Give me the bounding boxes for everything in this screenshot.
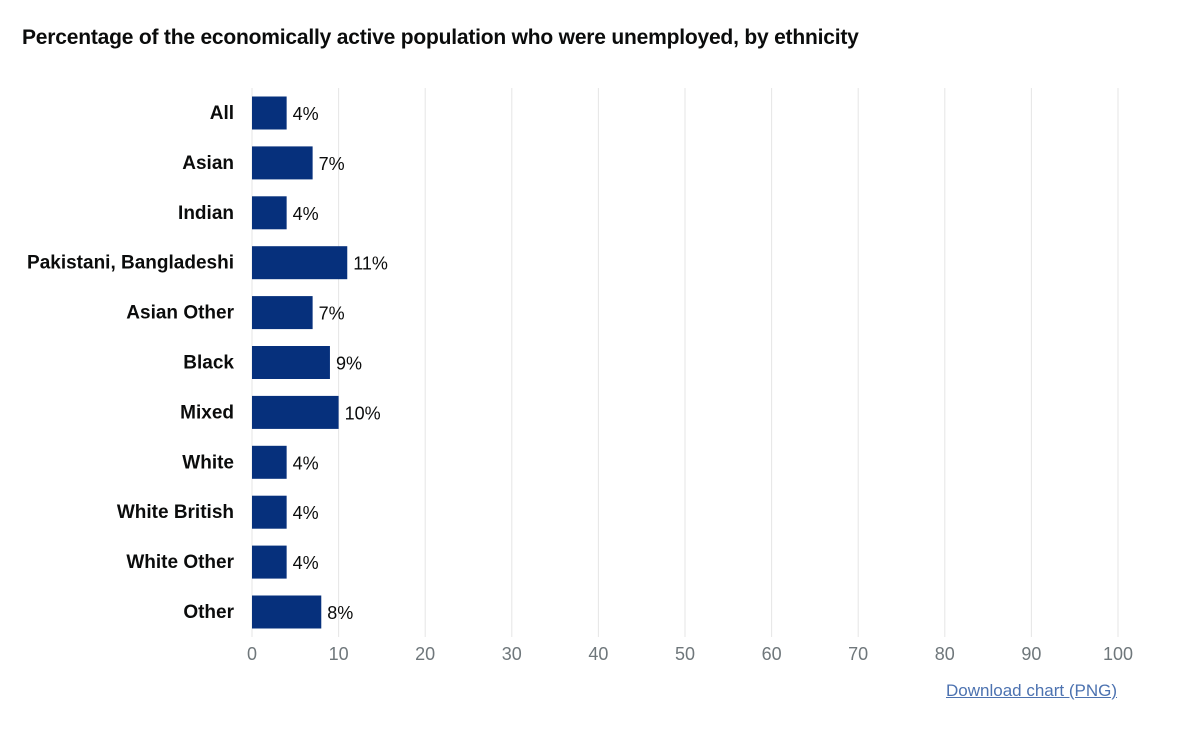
category-label: Indian <box>178 203 234 224</box>
gridlines <box>251 88 1119 637</box>
category-label: Mixed <box>180 402 234 423</box>
data-label: 4% <box>293 553 319 573</box>
x-tick-label: 0 <box>247 644 257 664</box>
x-tick-label: 20 <box>415 644 435 664</box>
bars <box>252 96 348 629</box>
x-tick-label: 30 <box>502 644 522 664</box>
x-tick-label: 100 <box>1103 644 1133 664</box>
category-label: All <box>210 103 234 124</box>
x-tick-label: 90 <box>1021 644 1041 664</box>
data-label: 4% <box>293 503 319 523</box>
download-chart-link[interactable]: Download chart (PNG) <box>946 681 1118 700</box>
bar-pakistani-bangladeshi <box>252 246 348 280</box>
x-tick-label: 80 <box>935 644 955 664</box>
x-axis-ticks: 0 10 20 30 40 50 60 70 80 90 100 <box>247 644 1133 664</box>
data-label: 9% <box>336 354 362 374</box>
data-label: 4% <box>293 204 319 224</box>
data-label: 8% <box>327 603 353 623</box>
x-tick-label: 10 <box>329 644 349 664</box>
bar-asian-other <box>252 296 313 330</box>
data-label: 4% <box>293 104 319 124</box>
bar-black <box>252 346 330 379</box>
x-tick-label: 70 <box>848 644 868 664</box>
category-label: Black <box>183 353 234 374</box>
bar-other <box>252 595 322 629</box>
labels: All 4% Asian 7% Indian 4% Pakistani, Banglades… <box>27 103 388 623</box>
data-label: 7% <box>319 154 345 174</box>
category-label: Asian Other <box>126 303 234 324</box>
data-label: 7% <box>319 304 345 324</box>
category-label: Pakistani, Bangladeshi <box>27 253 234 274</box>
bar-white-british <box>252 495 287 529</box>
category-label: White British <box>117 502 234 523</box>
category-label: Asian <box>182 153 234 174</box>
data-label: 10% <box>345 403 381 423</box>
category-label: Other <box>183 602 234 623</box>
category-label: White <box>182 452 234 473</box>
bar-asian <box>252 146 313 180</box>
x-tick-label: 50 <box>675 644 695 664</box>
x-tick-label: 40 <box>588 644 608 664</box>
category-label: White Other <box>126 552 234 573</box>
bar-indian <box>252 196 287 230</box>
data-label: 11% <box>353 254 388 274</box>
data-label: 4% <box>293 453 319 473</box>
chart-title: Percentage of the economically active po… <box>22 26 859 49</box>
bar-all <box>252 96 287 130</box>
x-tick-label: 60 <box>762 644 782 664</box>
bar-white-other <box>252 545 287 579</box>
bar-mixed <box>252 395 339 429</box>
bar-white <box>252 445 287 479</box>
